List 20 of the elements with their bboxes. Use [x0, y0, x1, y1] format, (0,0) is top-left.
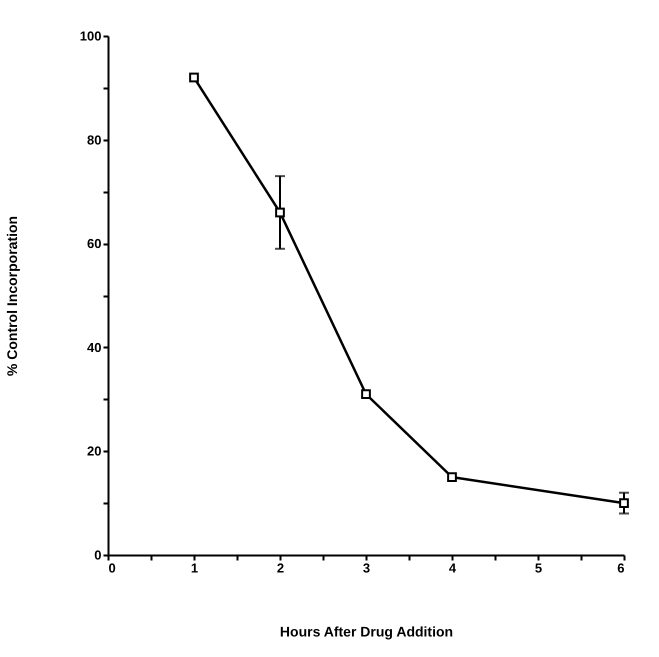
- y-tick-label: 40: [87, 340, 102, 355]
- y-tick-label: 0: [94, 548, 102, 562]
- y-tick-label: 20: [87, 444, 102, 459]
- point: [275, 208, 285, 218]
- y-tick-label: 100: [80, 28, 102, 44]
- point: [619, 498, 629, 508]
- x-tick-label: 0: [108, 560, 116, 576]
- x-tick-label: 1: [190, 560, 198, 576]
- x-tick-label: 3: [362, 560, 370, 576]
- x-axis-title: Hours After Drug Addition: [280, 624, 454, 640]
- y-tick-label: 80: [87, 132, 102, 148]
- point: [361, 389, 371, 399]
- x-tick-label: 5: [534, 560, 542, 576]
- y-axis-title: % Control Incorporation: [4, 216, 20, 376]
- y-tick-label: 60: [87, 236, 102, 252]
- point: [447, 472, 457, 482]
- point: [189, 72, 199, 82]
- x-tick-label: 6: [617, 560, 624, 576]
- x-tick-label: 2: [276, 560, 284, 576]
- x-tick-label: 4: [448, 560, 457, 576]
